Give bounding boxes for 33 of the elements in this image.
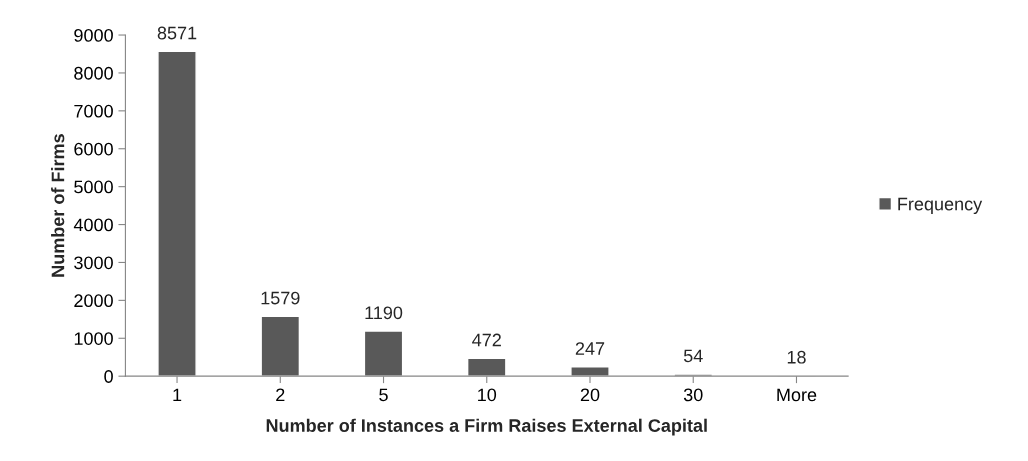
x-tick-label: 10	[478, 388, 497, 402]
data-label: 8571	[157, 26, 197, 40]
y-tick-label: 3000	[74, 256, 113, 270]
data-label: 54	[683, 349, 703, 363]
y-tick-label: 1000	[74, 332, 113, 345]
bar	[466, 357, 507, 377]
data-label: 1579	[261, 291, 300, 305]
x-tick-label: 20	[580, 388, 600, 402]
y-tick-label: 4000	[73, 218, 113, 232]
x-tick-label: 5	[379, 388, 388, 402]
x-tick-label: 2	[276, 388, 285, 402]
bar	[673, 373, 714, 377]
y-tick-label: 5000	[74, 180, 113, 194]
x-axis-title: Number of Instances a Firm Raises External Capital	[266, 418, 707, 436]
bar	[363, 330, 404, 377]
data-label: 247	[575, 342, 605, 355]
data-label: 472	[472, 333, 501, 347]
y-tick-label: 6000	[74, 142, 113, 156]
legend-label: Frequency	[898, 197, 983, 215]
x-tick-label: 1	[173, 388, 182, 402]
y-tick-label: 0	[104, 370, 113, 383]
y-axis-title: Number of Firms	[51, 134, 65, 277]
bar	[260, 315, 301, 377]
bar	[157, 50, 197, 377]
y-tick-label: 2000	[74, 294, 113, 308]
data-label: 18	[787, 350, 806, 364]
y-tick-label: 9000	[74, 28, 113, 42]
y-tick-label: 7000	[74, 104, 113, 118]
x-tick-label: More	[777, 388, 817, 402]
x-tick-label: 30	[683, 388, 703, 402]
data-label: 1190	[365, 306, 403, 320]
bar	[570, 366, 610, 377]
y-tick-label: 8000	[74, 66, 113, 80]
